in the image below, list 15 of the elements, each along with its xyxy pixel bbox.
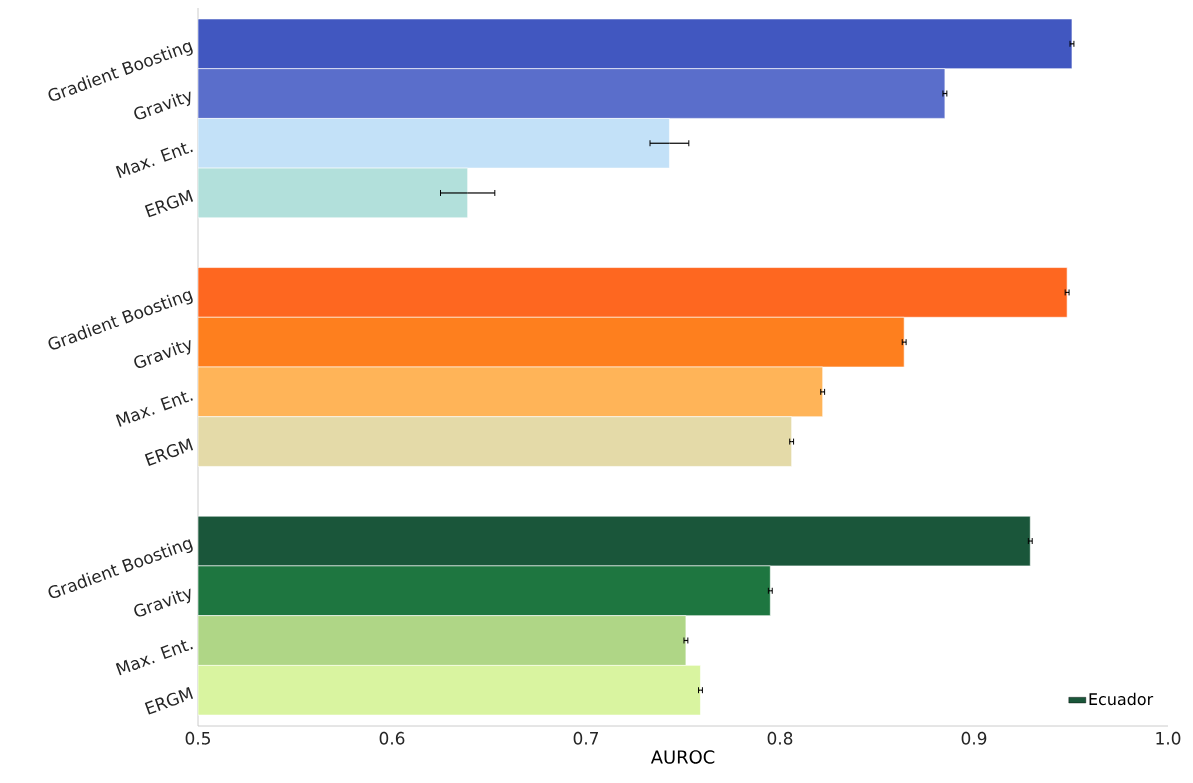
x-axis-title: AUROC (650, 750, 715, 764)
y-tick-label: Max. Ent. (115, 640, 193, 676)
y-tick-label: ERGM (144, 438, 194, 466)
y-tick-label: Max. Ent. (115, 391, 193, 427)
x-tick-label: 0.8 (767, 731, 793, 745)
x-tick-label: 1.0 (1156, 731, 1181, 745)
legend-label: Ecuador (1089, 692, 1154, 706)
x-tick-label: 0.6 (379, 731, 405, 745)
x-tick-label: 0.5 (185, 731, 210, 745)
x-tick-label: 0.7 (573, 731, 599, 745)
y-tick-label: Gravity (134, 340, 191, 368)
y-tick-label: ERGM (144, 189, 194, 218)
x-tick-label: 0.9 (961, 731, 987, 745)
y-tick-label: ERGM (144, 686, 194, 715)
y-tick-label: Max. Ent. (115, 142, 193, 179)
